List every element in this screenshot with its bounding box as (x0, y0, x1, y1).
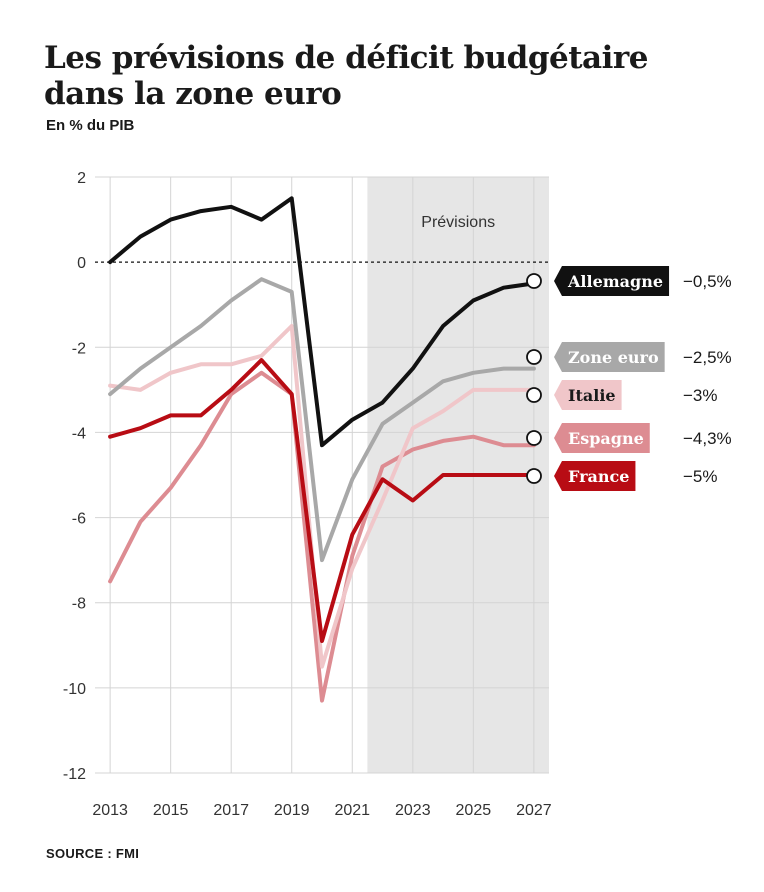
y-tick-label: -4 (72, 425, 86, 442)
series-name-label: Zone euro (568, 348, 659, 367)
series-line-espagne (108, 370, 536, 703)
series-tag-box (554, 342, 665, 372)
source-note: SOURCE : FMI (46, 846, 140, 861)
end-marker (526, 387, 542, 403)
y-tick-label: -2 (72, 340, 86, 357)
series-name-label: France (568, 467, 629, 486)
series-name-label: Allemagne (567, 272, 663, 291)
end-marker (526, 468, 542, 484)
series-end-value: −4,3% (683, 429, 732, 448)
series-line-france (108, 358, 536, 643)
series-tag-box (554, 380, 622, 410)
series-end-value: −0,5% (683, 272, 732, 291)
end-marker (526, 273, 542, 289)
y-tick-label: -12 (63, 766, 86, 783)
series-end-value: −2,5% (683, 348, 732, 367)
x-tick-label: 2023 (395, 802, 431, 819)
y-tick-label: -10 (63, 681, 86, 698)
chart-subtitle: En % du PIB (46, 117, 135, 134)
x-tick-label: 2013 (92, 802, 128, 819)
x-tick-label: 2019 (274, 802, 310, 819)
series-tag-france: France −5% (526, 461, 718, 491)
series-tag-box (554, 266, 670, 296)
series-line-zone-euro (108, 277, 536, 563)
series-tag-allemagne: Allemagne −0,5% (526, 266, 732, 296)
series-name-label: Italie (568, 386, 616, 405)
series-tag-box (554, 423, 650, 453)
series-line-italie (108, 324, 536, 669)
forecast-label: Prévisions (421, 214, 495, 231)
x-tick-label: 2025 (456, 802, 492, 819)
y-tick-label: 0 (77, 255, 86, 272)
y-tick-label: -6 (72, 511, 86, 528)
series-tag-italie: Italie −3% (526, 380, 718, 410)
x-tick-label: 2015 (153, 802, 189, 819)
series-tag-zone-euro: Zone euro −2,5% (526, 342, 732, 372)
series-end-value: −3% (683, 386, 718, 405)
x-tick-label: 2021 (334, 802, 370, 819)
end-marker (526, 349, 542, 365)
y-tick-label: 2 (77, 170, 86, 187)
series-line-allemagne (108, 196, 536, 448)
series-tag-box (554, 461, 636, 491)
x-tick-label: 2017 (213, 802, 249, 819)
end-marker (526, 430, 542, 446)
y-tick-label: -8 (72, 596, 86, 613)
series-name-label: Espagne (568, 429, 644, 448)
series-end-value: −5% (683, 467, 718, 486)
x-tick-label: 2027 (516, 802, 552, 819)
chart-title: Les prévisions de déficit budgétaire dan… (44, 40, 648, 112)
series-tag-espagne: Espagne −4,3% (526, 423, 732, 453)
